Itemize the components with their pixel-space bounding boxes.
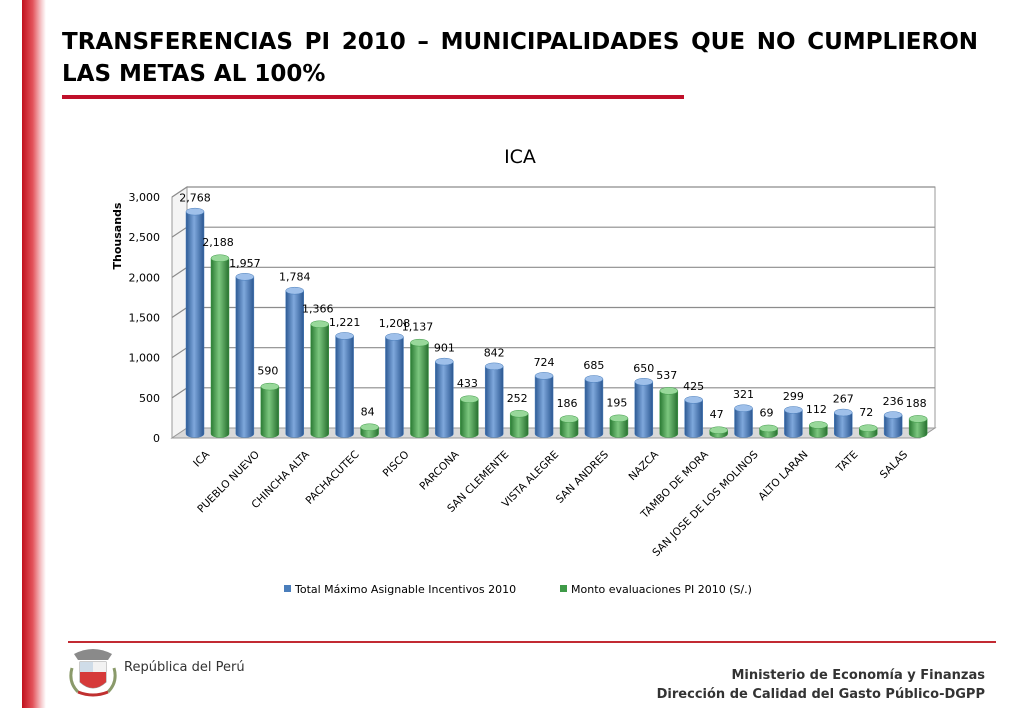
x-tick-label: SAN ANDRES — [554, 448, 611, 505]
data-label: 112 — [806, 403, 827, 416]
bar — [260, 382, 280, 438]
y-tick-label: 1,500 — [129, 312, 161, 325]
bar — [484, 362, 504, 438]
bar — [908, 415, 928, 438]
footer-right-text: Ministerio de Economía y Finanzas Direcc… — [657, 666, 985, 704]
y-axis-label: Thousands — [111, 202, 124, 269]
data-label: 842 — [484, 346, 505, 359]
data-label: 590 — [257, 365, 278, 378]
data-label: 72 — [859, 406, 873, 419]
x-tick-label: ICA — [191, 448, 213, 470]
legend-swatch — [560, 585, 567, 592]
peru-coat-of-arms-icon — [69, 649, 117, 697]
data-label: 236 — [883, 395, 904, 408]
slide-title: TRANSFERENCIAS PI 2010 – MUNICIPALIDADES… — [62, 29, 978, 87]
bar — [809, 421, 828, 438]
x-tick-label: PARCONA — [417, 448, 462, 493]
bar — [883, 411, 903, 438]
bar — [684, 396, 703, 438]
y-tick-label: 0 — [153, 432, 160, 445]
data-label: 1,221 — [329, 316, 361, 329]
bar — [385, 333, 404, 438]
legend-entry: Monto evaluaciones PI 2010 (S/.) — [560, 583, 752, 596]
bar — [609, 414, 629, 438]
bar — [285, 286, 304, 438]
data-label: 299 — [783, 390, 804, 403]
bar — [559, 415, 579, 438]
legend-swatch — [284, 585, 291, 592]
bar — [509, 410, 529, 438]
bar — [210, 254, 230, 438]
data-label: 1,366 — [302, 302, 334, 315]
bar — [460, 395, 479, 438]
legend-label: Monto evaluaciones PI 2010 (S/.) — [571, 583, 752, 596]
data-label: 188 — [906, 397, 927, 410]
data-label: 1,957 — [229, 257, 261, 270]
title-underline — [62, 95, 684, 99]
bar — [659, 387, 679, 438]
data-label: 69 — [760, 406, 774, 419]
chart-title: ICA — [504, 146, 536, 168]
data-label: 901 — [434, 342, 455, 355]
x-tick-label: SALAS — [878, 448, 911, 481]
bar — [859, 424, 878, 438]
legend-label: Total Máximo Asignable Incentivos 2010 — [294, 583, 516, 596]
data-label: 47 — [710, 408, 724, 421]
bar — [709, 426, 728, 438]
footer-divider — [68, 641, 996, 643]
bar — [360, 423, 379, 438]
data-label: 1,784 — [279, 271, 311, 284]
x-tick-label: SAN JOSE DE LOS MOLINOS — [650, 448, 761, 559]
y-gridline — [171, 186, 935, 198]
y-tick-label: 3,000 — [129, 191, 161, 204]
data-label: 252 — [507, 392, 528, 405]
data-label: 685 — [583, 359, 604, 372]
bar-chart: ICA Thousands 0 500 1,000 1,500 2,000 2,500 3,… — [111, 146, 937, 596]
data-label: 186 — [557, 397, 578, 410]
x-tick-label: TATE — [834, 449, 861, 476]
legend-entry: Total Máximo Asignable Incentivos 2010 — [284, 583, 516, 596]
data-label: 537 — [656, 369, 677, 382]
bar — [185, 207, 205, 438]
bar — [634, 378, 654, 438]
bar — [834, 408, 853, 438]
bar — [235, 273, 255, 438]
x-tick-label: PACHACUTEC — [304, 449, 362, 507]
y-tick-label: 2,000 — [129, 271, 161, 284]
data-label: 425 — [683, 380, 704, 393]
data-label: 267 — [833, 393, 854, 406]
data-label: 1,137 — [402, 321, 434, 334]
bar — [534, 372, 554, 438]
x-tick-label: PISCO — [381, 449, 412, 480]
bar — [410, 338, 429, 438]
data-label: 2,768 — [179, 192, 211, 205]
bar — [759, 424, 778, 438]
footer-left-text: República del Perú — [124, 660, 245, 675]
data-label: 321 — [733, 388, 754, 401]
directorate-name: Dirección de Calidad del Gasto Público-D… — [656, 687, 985, 702]
y-tick-label: 2,500 — [129, 231, 161, 244]
y-tick-label: 1,000 — [129, 352, 161, 365]
bar — [734, 404, 753, 438]
data-label: 1,208 — [379, 317, 411, 330]
bar — [310, 320, 329, 438]
data-label: 650 — [633, 362, 654, 375]
data-label: 724 — [534, 356, 555, 369]
data-label: 433 — [457, 377, 478, 390]
data-label: 195 — [606, 396, 627, 409]
bar — [784, 406, 803, 438]
bar — [335, 332, 354, 438]
bar — [435, 357, 454, 438]
ministry-name: Ministerio de Economía y Finanzas — [731, 668, 985, 683]
x-tick-label: NAZCA — [626, 448, 661, 483]
data-label: 84 — [361, 405, 375, 418]
bar — [584, 375, 604, 438]
left-accent-strip — [22, 0, 46, 708]
data-label: 2,188 — [202, 236, 234, 249]
y-tick-label: 500 — [139, 392, 160, 405]
x-tick-label: ALTO LARAN — [756, 449, 810, 503]
